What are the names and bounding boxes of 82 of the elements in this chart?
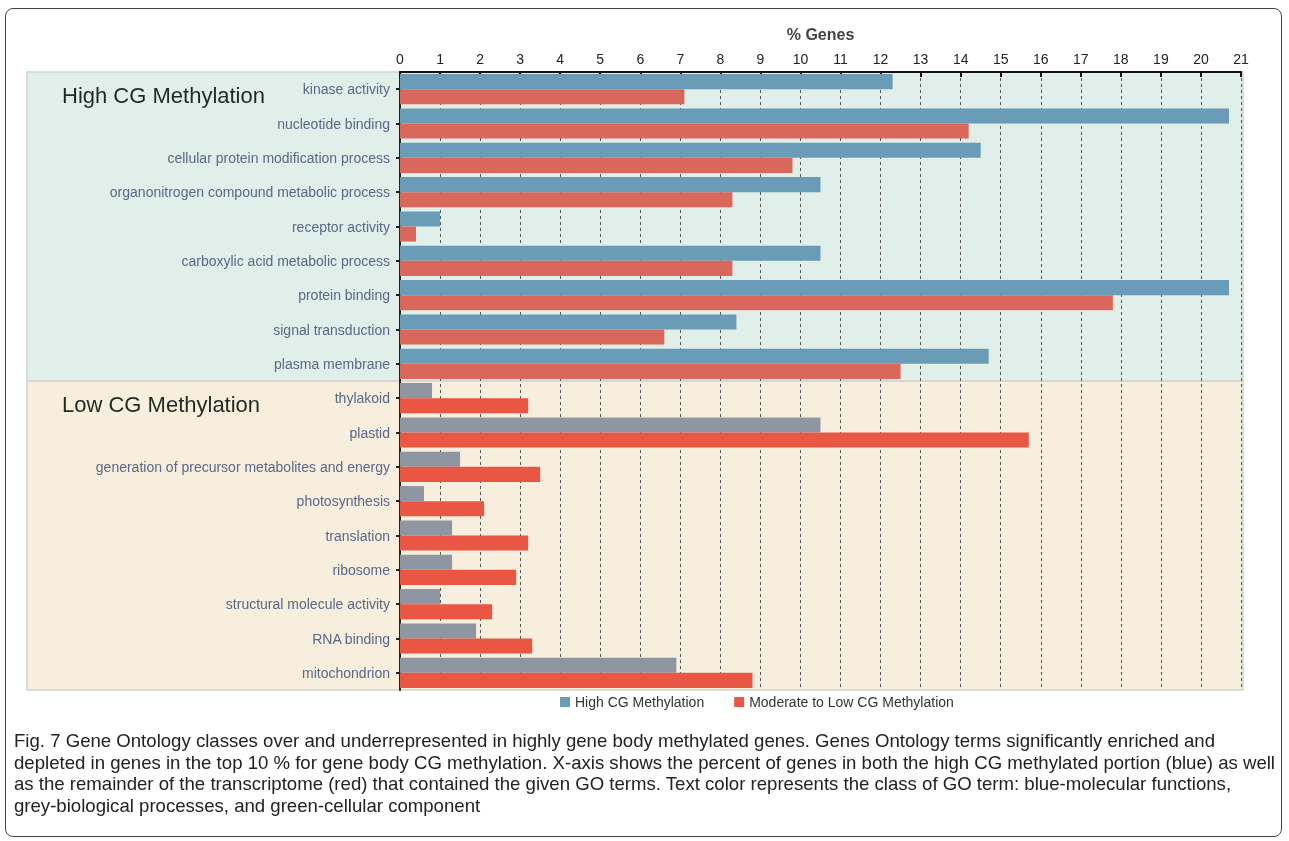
y-tick-label: carboxylic acid metabolic process: [181, 252, 390, 269]
bar: [400, 108, 1229, 124]
bar: [400, 604, 493, 620]
band-label: High CG Methylation: [62, 82, 265, 108]
bar: [400, 123, 969, 139]
x-tick-label: 12: [872, 51, 889, 67]
bar: [400, 245, 821, 261]
bar: [400, 486, 425, 502]
x-tick-label: 17: [1073, 51, 1089, 67]
y-tick-label: generation of precursor metabolites and energy: [95, 458, 390, 475]
x-tick-label: 16: [1032, 51, 1049, 67]
y-tick-label: organonitrogen compound metabolic process: [109, 184, 390, 201]
bar: [400, 417, 821, 433]
y-tick-label: signal transduction: [273, 321, 390, 338]
bar: [400, 177, 821, 193]
x-tick-label: 2: [476, 51, 485, 67]
y-tick-label: protein binding: [298, 287, 390, 304]
x-tick-label: 4: [556, 51, 565, 67]
legend-label: Moderate to Low CG Methylation: [749, 694, 954, 710]
y-tick-label: plasma membrane: [274, 355, 391, 372]
bar: [400, 260, 733, 276]
legend-label: High CG Methylation: [575, 694, 705, 710]
bar: [400, 672, 753, 688]
y-tick-label: plastid: [349, 424, 390, 441]
bar: [400, 657, 677, 673]
y-tick-label: cellular protein modification process: [167, 149, 390, 166]
x-tick-label: 13: [912, 51, 929, 67]
bar: [400, 280, 1229, 296]
caption: Fig. 7 Gene Ontology classes over and underrepresented in highly gene body methylated genes. Genes Ontology terms significantly enriched and depleted in genes in the top 10 % for gene body CG methylation. X-axis shows the percent of genes in both the high CG methylated portion (blue) as well as the remainder of the transcriptome (red) that contained the given GO terms. Text color represents the class of GO term: blue-molecular functions, grey-biological processes, and green-cellular component: [14, 730, 1276, 816]
bar: [400, 383, 433, 399]
bar: [400, 211, 441, 227]
x-tick-label: 19: [1153, 51, 1169, 67]
y-tick-label: ribosome: [332, 561, 391, 578]
bar: [400, 74, 893, 90]
x-axis-title: % Genes: [786, 25, 855, 43]
y-tick-label: nucleotide binding: [277, 115, 390, 132]
y-tick-label: mitochondrion: [302, 664, 390, 681]
y-tick-label: RNA binding: [312, 630, 390, 647]
x-tick-label: 18: [1113, 51, 1129, 67]
bar: [400, 295, 1113, 311]
x-tick-label: 0: [396, 51, 405, 67]
bar: [400, 554, 453, 570]
bar: [400, 466, 541, 482]
bar: [400, 569, 517, 585]
bar: [400, 89, 685, 105]
x-tick-label: 5: [596, 51, 605, 67]
band-label: Low CG Methylation: [62, 391, 261, 417]
bar: [400, 314, 737, 330]
bar: [400, 192, 733, 208]
x-tick-label: 11: [833, 51, 848, 67]
bar: [400, 623, 477, 639]
bar: [400, 520, 453, 536]
x-tick-label: 8: [716, 51, 725, 67]
x-tick-label: 9: [756, 51, 765, 67]
y-tick-label: photosynthesis: [296, 493, 390, 510]
bar: [400, 329, 665, 345]
y-tick-label: kinase activity: [302, 81, 390, 98]
x-tick-label: 1: [436, 51, 445, 67]
y-tick-label: thylakoid: [334, 390, 390, 407]
bar: [400, 226, 417, 242]
bar: [400, 451, 461, 467]
y-tick-label: receptor activity: [291, 218, 390, 235]
x-tick-label: 15: [992, 51, 1009, 67]
bar: [400, 363, 901, 379]
bar: [400, 348, 989, 364]
bar: [400, 535, 529, 551]
x-tick-label: 21: [1233, 51, 1249, 67]
y-tick-label: structural molecule activity: [225, 596, 390, 613]
bar: [400, 432, 1029, 448]
bar: [400, 398, 529, 414]
x-tick-label: 7: [676, 51, 685, 67]
bar: [400, 157, 793, 173]
bar: [400, 142, 981, 158]
x-tick-label: 14: [952, 51, 969, 67]
bar: [400, 638, 533, 654]
y-tick-label: translation: [325, 527, 390, 544]
bar: [400, 589, 441, 605]
x-tick-label: 3: [516, 51, 525, 67]
bar: [400, 501, 485, 517]
x-tick-label: 6: [636, 51, 645, 67]
x-tick-label: 10: [792, 51, 809, 67]
x-tick-label: 20: [1193, 51, 1209, 67]
